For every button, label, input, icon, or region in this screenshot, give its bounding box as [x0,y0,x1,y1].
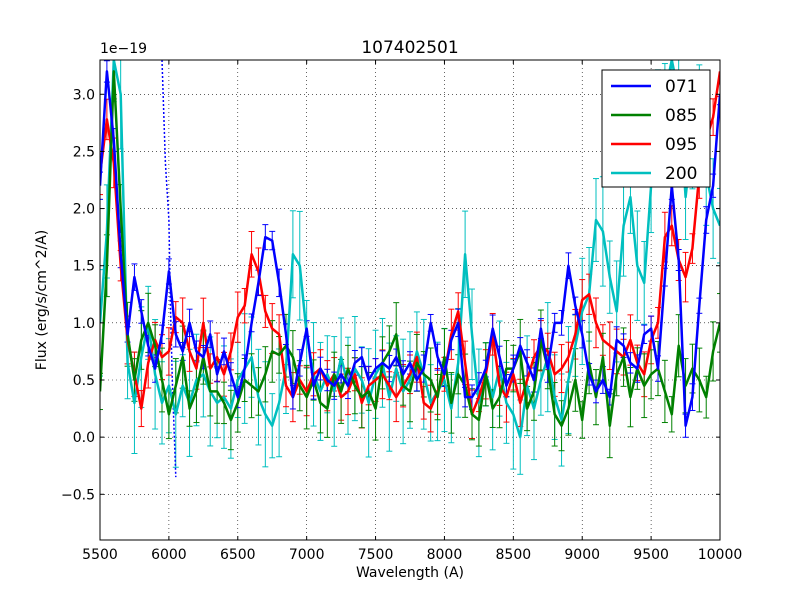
y-tick-label: 1.0 [73,316,95,332]
series-line-095 [100,71,720,416]
plot-frame [99,59,721,541]
x-tick-label: 8500 [496,547,532,563]
y-tick-label: 2.5 [73,144,95,160]
y-tick-label: 2.0 [73,202,95,218]
x-tick-label: 9500 [633,547,669,563]
y-axis-title: Flux (erg/s/cm^2/A) [34,230,50,370]
axis-ticks: 5500 6000 6500 7000 7500 8000 8500 9000 9500 1000… [61,60,742,563]
x-tick-label: 6000 [151,547,187,563]
legend-label-071: 071 [665,77,697,97]
x-axis-title: Wavelength (A) [356,565,464,581]
x-tick-label: 5500 [82,547,118,563]
series-layer [100,60,720,478]
legend: 071 085 095 200 [601,69,711,188]
series-line-200 [100,60,720,439]
y-tick-label: −0.5 [61,487,95,503]
x-tick-label: 7500 [358,547,394,563]
x-tick-label: 6500 [220,547,256,563]
chart-title: 107402501 [361,38,458,58]
legend-label-200: 200 [665,164,697,184]
x-tick-label: 9000 [564,547,600,563]
x-tick-label: 8000 [427,547,463,563]
y-tick-label: 3.0 [73,87,95,103]
legend-label-095: 095 [665,135,697,155]
series-line-071 [100,70,720,427]
x-tick-label: 10000 [698,547,743,563]
y-tick-label: 0.5 [73,373,95,389]
legend-label-085: 085 [665,106,697,126]
y-offset-label: 1e−19 [100,41,147,57]
legend-box [601,69,711,188]
x-tick-label: 7000 [289,547,325,563]
y-tick-label: 1.5 [73,259,95,275]
y-tick-label: 0.0 [73,430,95,446]
